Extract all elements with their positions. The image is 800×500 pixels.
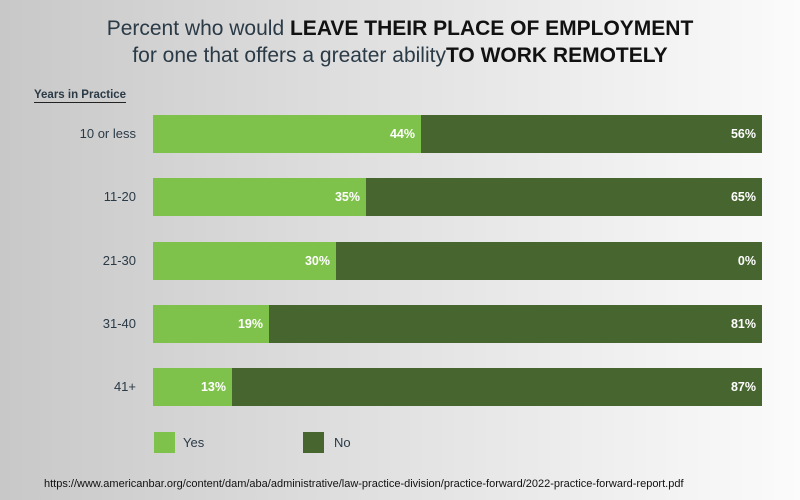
bar-segment-no: 0%: [336, 241, 762, 280]
data-label: 44%: [389, 127, 415, 141]
data-label: 30%: [304, 253, 330, 268]
data-label: 13%: [200, 380, 226, 395]
category-label: 11-20: [103, 189, 136, 205]
data-label: 19%: [237, 316, 263, 331]
data-label: 87%: [730, 380, 756, 395]
title-bold-1: LEAVE THEIR PLACE OF EMPLOYMENT: [289, 17, 694, 40]
bar-segment-no: 87%: [232, 368, 762, 407]
category-label: 21-30: [102, 252, 136, 268]
bar-segment-yes: 19%: [153, 304, 269, 343]
data-label: 56%: [730, 127, 756, 141]
legend-swatch-yes: [154, 432, 175, 453]
bar-row: 19% 81%: [153, 304, 762, 343]
data-label: 81%: [730, 316, 756, 331]
bar-row: 13% 87%: [153, 368, 762, 407]
bar-segment-no: 65%: [366, 178, 762, 217]
data-label: 0%: [737, 253, 756, 268]
bar-row: 30% 0%: [153, 241, 762, 280]
category-label: 41+: [113, 379, 136, 395]
y-axis-heading: Years in Practice: [34, 89, 127, 103]
title-bold-2: TO WORK REMOTELY: [445, 44, 668, 67]
bar-segment-no: 56%: [421, 115, 762, 153]
bar-segment-yes: 35%: [153, 178, 366, 217]
bar-segment-yes: 44%: [153, 115, 421, 153]
bar-segment-no: 81%: [269, 304, 762, 343]
category-label: 31-40: [102, 315, 136, 331]
data-label: 35%: [334, 190, 360, 205]
title-normal-2: for one that offers a greater ability: [132, 44, 446, 67]
legend-label-yes: Yes: [183, 435, 205, 450]
legend-label-no: No: [334, 435, 351, 450]
legend-swatch-no: [303, 432, 324, 453]
source-url: https://www.americanbar.org/content/dam/…: [44, 478, 684, 490]
bar-segment-yes: 30%: [153, 241, 336, 280]
bar-segment-yes: 13%: [153, 368, 232, 407]
bar-row: 44% 56%: [153, 115, 762, 153]
bar-row: 35% 65%: [153, 178, 762, 217]
chart-title-line-1: Percent who would LEAVE THEIR PLACE OF E…: [0, 15, 800, 42]
category-label: 10 or less: [79, 126, 136, 141]
chart-title-line-2: for one that offers a greater abilityTO …: [0, 42, 800, 69]
title-normal-1: Percent who would: [106, 17, 290, 40]
data-label: 65%: [730, 190, 756, 205]
